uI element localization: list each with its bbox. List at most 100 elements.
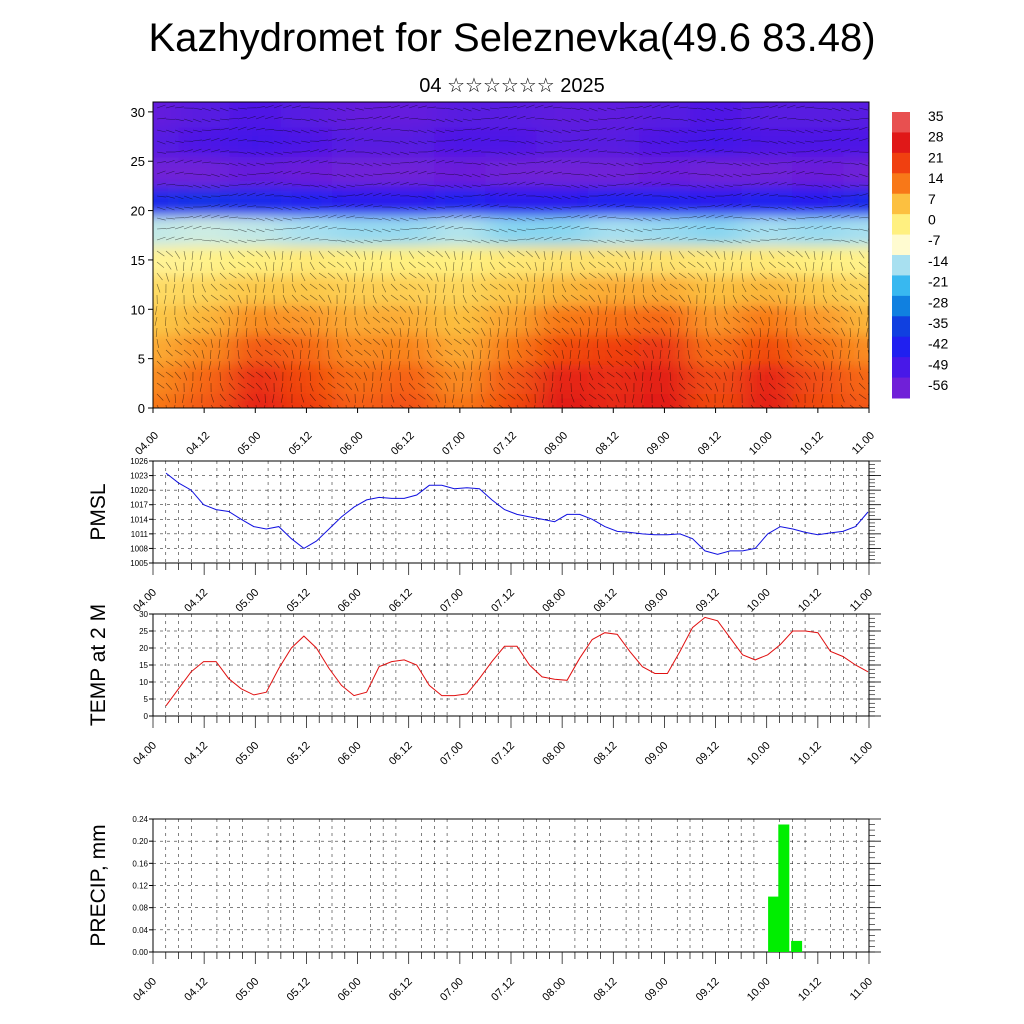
wind-stroke bbox=[723, 239, 733, 244]
wind-stroke bbox=[723, 173, 733, 178]
wind-stroke bbox=[489, 261, 495, 270]
wind-stroke bbox=[525, 104, 535, 109]
wind-stroke bbox=[453, 360, 460, 369]
wind-stroke bbox=[714, 250, 720, 260]
wind-stroke bbox=[804, 206, 814, 210]
wind-stroke bbox=[408, 360, 411, 370]
wind-stroke bbox=[552, 349, 559, 358]
wind-stroke bbox=[712, 283, 716, 293]
wind-stroke bbox=[417, 360, 423, 370]
wind-stroke bbox=[849, 239, 859, 244]
precip-bar bbox=[791, 940, 803, 952]
wind-stroke bbox=[417, 129, 427, 134]
wind-stroke bbox=[354, 261, 358, 271]
wind-stroke bbox=[777, 261, 786, 268]
wind-stroke bbox=[480, 261, 483, 271]
wind-stroke bbox=[615, 228, 625, 233]
wind-stroke bbox=[606, 162, 616, 166]
wind-stroke bbox=[543, 118, 554, 120]
wind-stroke bbox=[165, 338, 171, 347]
wind-stroke bbox=[408, 316, 411, 327]
wind-stroke bbox=[201, 404, 204, 408]
wind-stroke bbox=[624, 151, 634, 155]
precip-xtick-label: 04.12 bbox=[182, 976, 210, 1004]
wind-stroke bbox=[777, 104, 787, 109]
wind-stroke bbox=[363, 327, 372, 334]
wind-stroke bbox=[156, 195, 166, 198]
wind-stroke bbox=[336, 349, 342, 358]
wind-stroke bbox=[318, 215, 328, 219]
wind-stroke bbox=[651, 305, 660, 312]
wind-stroke bbox=[831, 316, 840, 323]
wind-stroke bbox=[804, 225, 814, 230]
wind-stroke bbox=[840, 149, 850, 153]
wind-stroke bbox=[551, 250, 554, 260]
wind-stroke bbox=[192, 118, 202, 123]
wind-stroke bbox=[570, 294, 579, 301]
wind-stroke bbox=[444, 195, 454, 199]
wind-stroke bbox=[246, 162, 256, 167]
wind-stroke bbox=[183, 206, 193, 209]
wind-stroke bbox=[606, 138, 616, 142]
wind-stroke bbox=[606, 360, 614, 368]
wind-stroke bbox=[831, 107, 841, 111]
wind-stroke bbox=[687, 393, 696, 400]
wind-stroke bbox=[408, 305, 413, 315]
wind-stroke bbox=[237, 305, 239, 316]
wind-stroke bbox=[759, 181, 769, 186]
wind-stroke bbox=[471, 272, 474, 282]
wind-stroke bbox=[849, 118, 860, 120]
wind-stroke bbox=[534, 217, 544, 221]
heatmap-ytick-label: 25 bbox=[131, 154, 145, 169]
wind-stroke bbox=[642, 316, 651, 323]
wind-stroke bbox=[282, 327, 291, 334]
wind-stroke bbox=[813, 294, 815, 305]
wind-stroke bbox=[642, 206, 652, 209]
precip-xtick-label: 10.00 bbox=[745, 976, 773, 1004]
wind-stroke bbox=[606, 228, 616, 232]
wind-stroke bbox=[228, 360, 231, 371]
wind-stroke bbox=[345, 137, 355, 142]
heatmap-cell bbox=[332, 245, 385, 276]
wind-stroke bbox=[183, 327, 192, 335]
wind-stroke bbox=[516, 393, 524, 401]
precip-xtick-label: 04.00 bbox=[131, 976, 159, 1004]
wind-stroke bbox=[199, 371, 203, 381]
wind-stroke bbox=[732, 239, 742, 244]
wind-stroke bbox=[165, 217, 175, 220]
wind-stroke bbox=[804, 250, 810, 260]
wind-stroke bbox=[804, 171, 814, 175]
wind-stroke bbox=[381, 272, 384, 282]
wind-stroke bbox=[399, 182, 409, 186]
wind-stroke bbox=[165, 105, 175, 109]
wind-stroke bbox=[228, 203, 238, 208]
wind-stroke bbox=[795, 171, 805, 175]
wind-stroke bbox=[399, 250, 403, 260]
temp-ytick-label: 30 bbox=[139, 610, 148, 619]
wind-stroke bbox=[282, 349, 289, 358]
heatmap-cell bbox=[178, 304, 231, 335]
wind-stroke bbox=[300, 237, 310, 241]
wind-stroke bbox=[273, 140, 283, 145]
heatmap-cell bbox=[690, 274, 743, 306]
wind-stroke bbox=[174, 393, 176, 404]
wind-stroke bbox=[776, 316, 779, 326]
temp-xtick-label: 08.00 bbox=[540, 740, 568, 768]
wind-stroke bbox=[345, 127, 355, 131]
precip-xtick-label: 08.00 bbox=[540, 976, 568, 1004]
wind-stroke bbox=[552, 140, 562, 143]
wind-stroke bbox=[849, 194, 859, 197]
wind-stroke bbox=[245, 305, 248, 315]
wind-stroke bbox=[714, 360, 723, 367]
wind-stroke bbox=[480, 162, 490, 166]
wind-stroke bbox=[750, 162, 760, 167]
pmsl-xtick-label: 10.00 bbox=[745, 587, 773, 615]
wind-stroke bbox=[570, 272, 576, 282]
wind-stroke bbox=[561, 129, 571, 133]
wind-stroke bbox=[786, 272, 793, 281]
wind-stroke bbox=[759, 115, 769, 120]
wind-stroke bbox=[417, 393, 426, 400]
wind-stroke bbox=[417, 105, 427, 109]
wind-stroke bbox=[777, 338, 779, 349]
wind-stroke bbox=[525, 170, 535, 175]
